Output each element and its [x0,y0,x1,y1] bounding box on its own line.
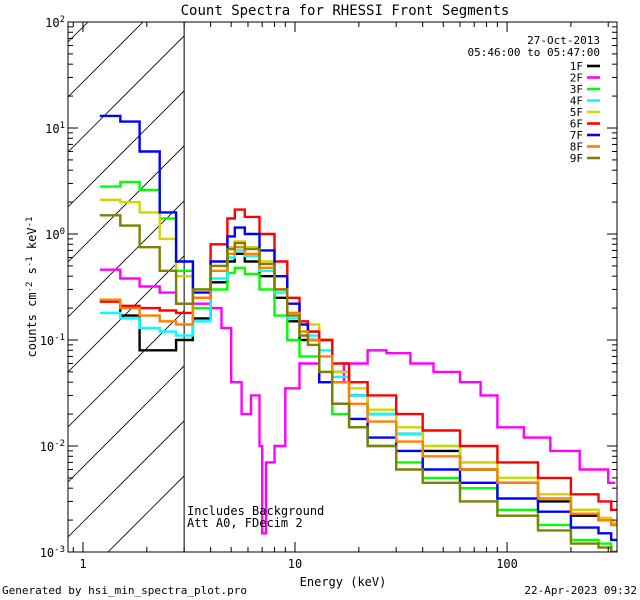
y-tick-label: 10-1 [40,333,65,348]
legend-label-8F: 8F [570,141,583,154]
legend-label-4F: 4F [570,95,583,108]
date-label: 27-Oct-2013 [527,34,600,47]
hatch-line [68,255,185,373]
excluded-energy-hatch [68,22,185,552]
x-tick-label: 10 [288,557,302,571]
legend-label-6F: 6F [570,118,583,131]
legend-label-2F: 2F [570,72,583,85]
x-axis-label: Energy (keV) [300,575,387,589]
hatch-line [68,200,185,318]
hatch-line [68,90,185,208]
background-annotation: Includes Background [187,504,324,518]
series-6F [99,208,617,511]
series-7F [99,114,617,542]
time-range-label: 05:46:00 to 05:47:00 [468,46,600,59]
y-tick-label: 10-3 [40,545,65,560]
legend-label-1F: 1F [570,60,583,73]
hatch-line [68,420,185,538]
legend-label-9F: 9F [570,152,583,165]
hatch-line [68,145,185,263]
hatch-line [68,35,185,153]
generation-timestamp: 22-Apr-2023 09:32 [524,584,637,597]
y-tick-label: 102 [45,15,65,30]
series-3F [99,180,617,552]
y-tick-label: 10-2 [40,439,65,454]
series-2F [99,268,616,535]
plot-frame [67,21,618,553]
x-tick-label: 100 [496,557,518,571]
hatch-lines [68,22,185,552]
hatch-line [68,310,185,428]
series-9F [99,214,617,552]
hatch-line [68,22,144,98]
hatch-line [68,365,185,483]
legend-label-5F: 5F [570,106,583,119]
legend-label-3F: 3F [570,83,583,96]
hatch-line [107,475,185,552]
attenuator-annotation: Att A0, FDecim 2 [187,516,303,530]
series-8F [99,246,617,527]
generated-by-label: Generated by hsi_min_spectra_plot.pro [2,584,247,597]
y-axis-label: counts cm-2 s-1 keV-1 [25,217,39,358]
series-5F [99,198,617,524]
y-tick-label: 101 [45,121,65,136]
y-tick-label: 100 [45,227,65,242]
x-tick-label: 1 [79,557,86,571]
legend-label-7F: 7F [570,129,583,142]
chart-title: Count Spectra for RHESSI Front Segments [181,3,510,19]
axes: 1 10 100 102 101 100 10-1 10-2 10-3 [40,15,618,571]
spectra-series-group [99,114,617,552]
